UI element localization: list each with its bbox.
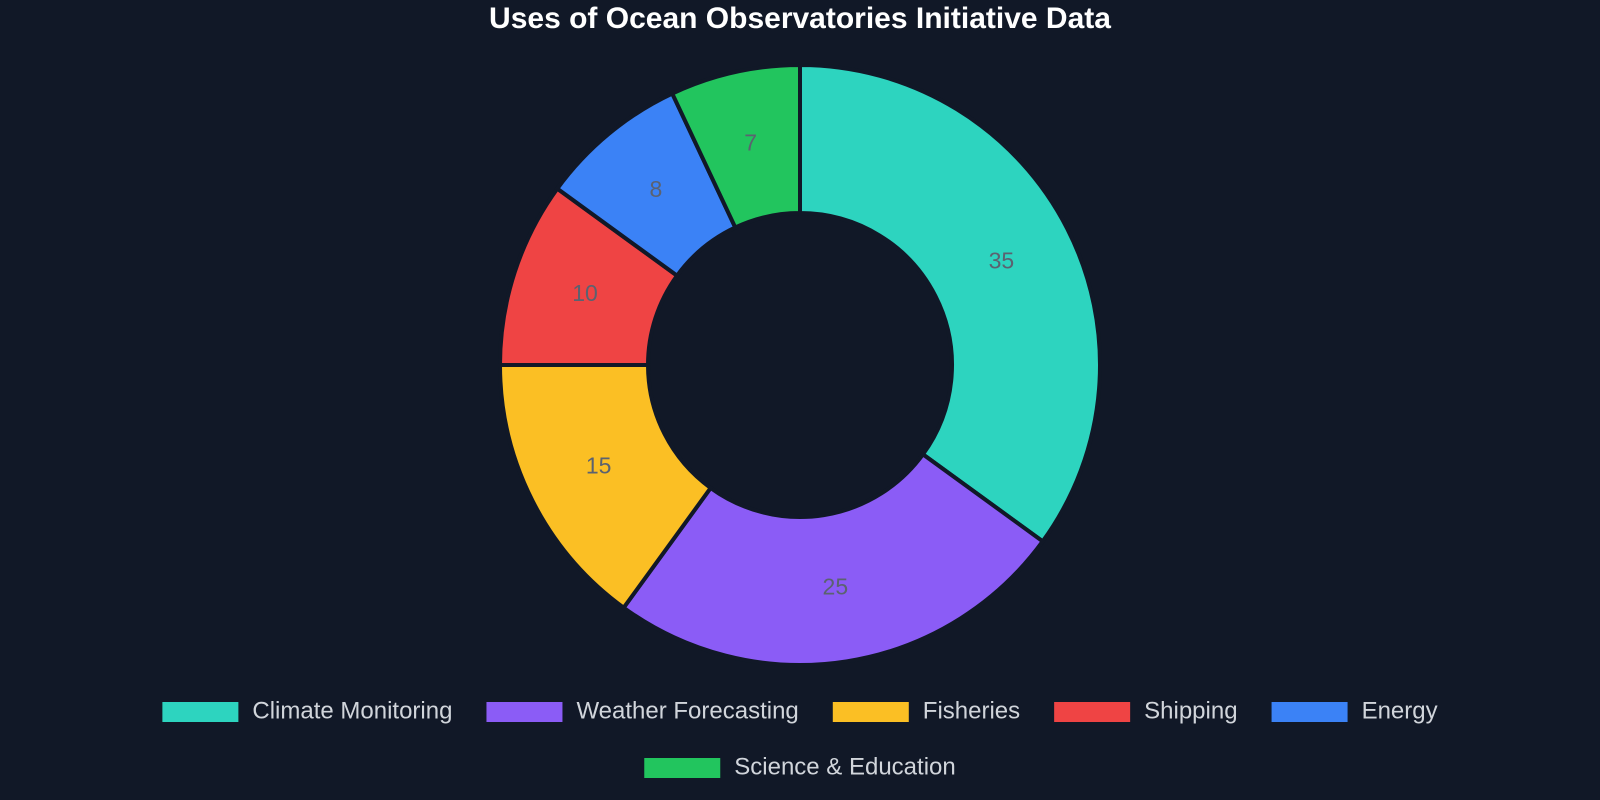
legend-swatch	[486, 702, 563, 722]
legend-text: Science & Education	[734, 753, 955, 780]
legend-swatch	[644, 758, 721, 778]
slice-label: 7	[744, 130, 757, 156]
legend-item: Weather Forecasting	[486, 697, 799, 724]
slice-label: 10	[572, 280, 598, 306]
slice	[798, 62, 1102, 545]
legend-item: Energy	[1271, 697, 1438, 724]
legend-swatch	[1054, 702, 1131, 722]
slice	[620, 451, 1046, 667]
legend-item: Climate Monitoring	[162, 697, 452, 724]
slice	[669, 62, 802, 231]
slice	[497, 363, 714, 611]
legend-swatch	[1271, 702, 1348, 722]
chart-title: Uses of Ocean Observatories Initiative D…	[489, 2, 1111, 35]
legend-swatch	[162, 702, 239, 722]
slice-label: 15	[586, 453, 612, 479]
legend-text: Energy	[1362, 697, 1438, 724]
legend-item: Shipping	[1054, 697, 1238, 724]
slice-label: 35	[989, 247, 1015, 273]
slice-label: 25	[823, 573, 849, 599]
legend-swatch	[832, 702, 909, 722]
legend-text: Climate Monitoring	[252, 697, 452, 724]
legend-text: Shipping	[1144, 697, 1237, 724]
legend-text: Weather Forecasting	[576, 697, 798, 724]
legend-item: Fisheries	[832, 697, 1020, 724]
legend-text: Fisheries	[923, 697, 1020, 724]
legend-item: Science & Education	[644, 753, 956, 780]
slice-label: 8	[650, 176, 663, 202]
